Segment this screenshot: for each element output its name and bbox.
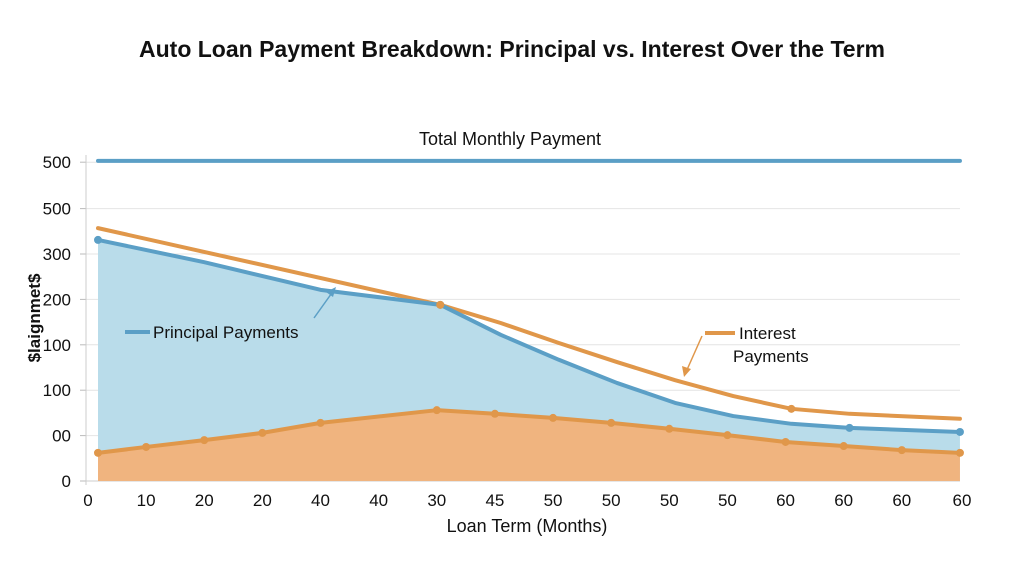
interest-lower-point xyxy=(723,431,732,440)
y-axis-label: $laignmet$ xyxy=(25,273,44,362)
interest-arrowhead xyxy=(682,366,691,377)
interest-lower-point xyxy=(781,437,790,446)
principal-point xyxy=(94,235,102,244)
x-tick-label: 40 xyxy=(311,491,330,510)
x-tick-label: 60 xyxy=(834,491,853,510)
interest-lower-point xyxy=(490,409,499,418)
interest-annotation-line2: Payments xyxy=(733,347,809,366)
x-tick-label: 20 xyxy=(253,491,272,510)
markers xyxy=(94,235,964,457)
interest-lower-point xyxy=(142,442,151,451)
principal-annotation: Principal Payments xyxy=(153,323,299,342)
interest-lower-point xyxy=(432,406,441,415)
interest-lower-point xyxy=(897,446,906,455)
x-tick-label: 60 xyxy=(892,491,911,510)
interest-area xyxy=(98,410,960,481)
x-tick-label: 50 xyxy=(544,491,563,510)
interest-lower-point xyxy=(955,448,964,457)
interest-lower-point xyxy=(94,448,102,457)
interest-lower-point xyxy=(316,418,325,427)
x-tick-label: 40 xyxy=(369,491,388,510)
interest-lower-point xyxy=(607,418,616,427)
x-tick-label: 50 xyxy=(718,491,737,510)
principal-point xyxy=(955,427,964,436)
interest-arrow xyxy=(685,335,703,373)
x-tick-label: 10 xyxy=(137,491,156,510)
y-tick-label: 200 xyxy=(43,290,71,309)
interest-lower-point xyxy=(665,424,674,433)
x-tick-label: 30 xyxy=(427,491,446,510)
interest-lower-point xyxy=(549,413,558,422)
areas xyxy=(98,239,960,481)
interest-lower-point xyxy=(200,436,209,445)
x-tick-label: 20 xyxy=(195,491,214,510)
interest-point xyxy=(787,404,796,413)
interest-point xyxy=(436,300,445,309)
x-tick-label: 0 xyxy=(83,491,92,510)
y-tick-label: 00 xyxy=(52,427,71,446)
principal-line xyxy=(96,237,962,434)
y-tick-label: 100 xyxy=(43,381,71,400)
interest-annotation-line1: Interest xyxy=(739,324,796,343)
x-tick-label: 60 xyxy=(776,491,795,510)
x-tick-label: 50 xyxy=(602,491,621,510)
principal-point xyxy=(845,423,854,432)
y-tick-label: 0 xyxy=(62,472,71,491)
principal-arrowhead xyxy=(326,287,336,297)
x-tick-label: 50 xyxy=(660,491,679,510)
x-axis-label: Loan Term (Months) xyxy=(447,516,608,536)
total-annotation: Total Monthly Payment xyxy=(419,129,601,149)
interest-lower-point xyxy=(258,428,267,437)
y-tick-label: 500 xyxy=(43,200,71,219)
interest-line xyxy=(96,226,962,421)
y-tick-label: 100 xyxy=(43,336,71,355)
y-tick-label: 300 xyxy=(43,245,71,264)
principal-area xyxy=(98,239,960,481)
y-tick-label: 500 xyxy=(43,153,71,172)
chart-title: Auto Loan Payment Breakdown: Principal v… xyxy=(139,36,885,62)
x-tick-label: 45 xyxy=(485,491,504,510)
x-tick-label: 60 xyxy=(953,491,972,510)
interest-lower-point xyxy=(839,442,848,451)
